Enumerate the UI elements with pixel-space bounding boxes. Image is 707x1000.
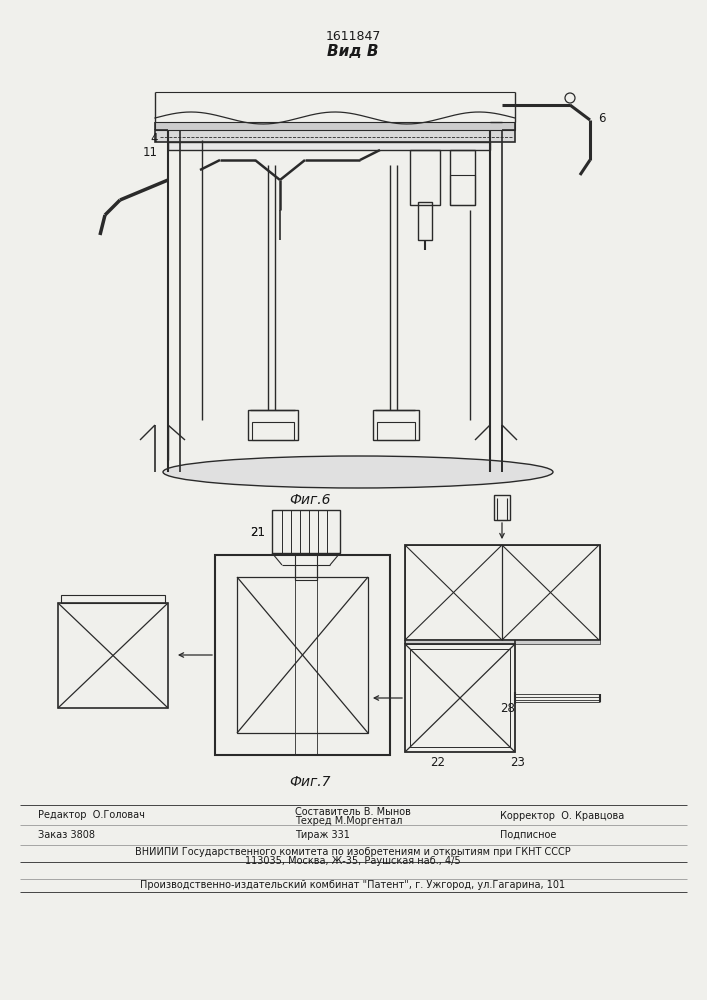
- Text: 21: 21: [250, 526, 265, 540]
- Text: 11: 11: [143, 145, 158, 158]
- Bar: [237, 577, 368, 733]
- Text: Фиг.7: Фиг.7: [289, 775, 331, 789]
- Bar: [58, 603, 168, 708]
- Text: Корректор  О. Кравцова: Корректор О. Кравцова: [500, 811, 624, 821]
- Bar: [155, 122, 515, 130]
- Text: 21: 21: [250, 526, 265, 540]
- Bar: [450, 150, 475, 205]
- Text: Фиг.6: Фиг.6: [289, 493, 331, 507]
- Text: Заказ 3808: Заказ 3808: [38, 830, 95, 840]
- Text: Тираж 331: Тираж 331: [295, 830, 350, 840]
- Bar: [373, 410, 419, 440]
- Text: Вид В: Вид В: [327, 43, 379, 58]
- Bar: [405, 545, 600, 640]
- Text: 28: 28: [500, 702, 515, 714]
- Bar: [494, 495, 510, 520]
- Bar: [410, 150, 440, 205]
- Text: 1611847: 1611847: [325, 30, 380, 43]
- Ellipse shape: [163, 456, 553, 488]
- Text: 113035, Москва, Ж-35, Раушская наб., 4/5: 113035, Москва, Ж-35, Раушская наб., 4/5: [245, 856, 461, 866]
- Bar: [410, 649, 510, 747]
- Text: Редактор  О.Головач: Редактор О.Головач: [38, 810, 145, 820]
- Bar: [377, 422, 415, 440]
- Text: Техред М.Моргентал: Техред М.Моргентал: [295, 816, 402, 826]
- Text: 23: 23: [510, 756, 525, 769]
- Bar: [405, 545, 600, 640]
- Bar: [418, 202, 432, 240]
- Text: 6: 6: [598, 111, 605, 124]
- Text: ВНИИПИ Государственного комитета по изобретениям и открытиям при ГКНТ СССР: ВНИИПИ Государственного комитета по изоб…: [135, 847, 571, 857]
- Bar: [61, 595, 165, 603]
- Bar: [405, 644, 515, 752]
- Text: Подписное: Подписное: [500, 830, 556, 840]
- Bar: [450, 175, 475, 205]
- Bar: [215, 555, 390, 755]
- Bar: [155, 130, 515, 142]
- Text: Производственно-издательский комбинат "Патент", г. Ужгород, ул.Гагарина, 101: Производственно-издательский комбинат "П…: [141, 880, 566, 890]
- Bar: [405, 640, 600, 644]
- Text: 22: 22: [430, 756, 445, 769]
- Text: Составитель В. Мынов: Составитель В. Мынов: [295, 807, 411, 817]
- Bar: [248, 410, 298, 440]
- Bar: [272, 510, 340, 553]
- Text: 4: 4: [151, 131, 158, 144]
- Bar: [168, 142, 490, 150]
- Bar: [252, 422, 294, 440]
